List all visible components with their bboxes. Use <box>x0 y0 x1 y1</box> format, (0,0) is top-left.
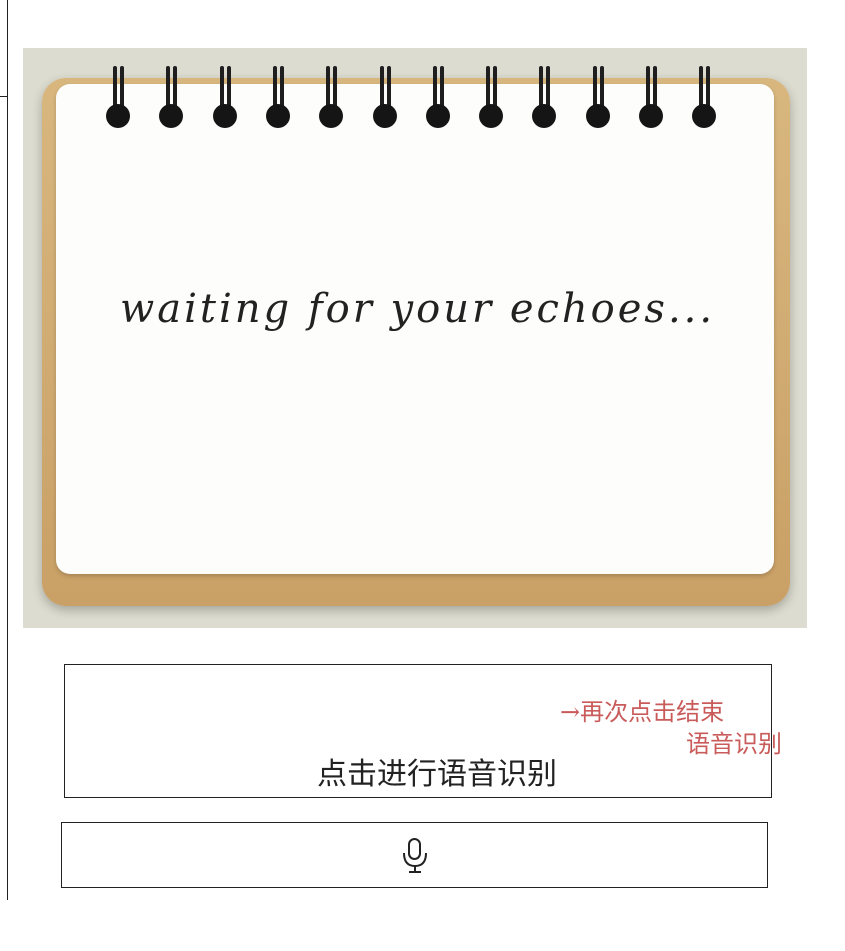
spiral-ring <box>637 66 665 146</box>
spiral-ring <box>317 66 345 146</box>
notebook-rings <box>104 66 724 146</box>
spiral-ring <box>157 66 185 146</box>
annotation-note: →再次点击结束 语音识别 <box>560 696 830 760</box>
echo-placeholder-text: waiting for your echoes... <box>120 286 716 332</box>
voice-recognition-button[interactable]: 点击进行语音识别 <box>64 664 772 798</box>
annotation-line-2: 语音识别 <box>686 730 782 758</box>
spiral-ring <box>424 66 452 146</box>
spiral-ring <box>371 66 399 146</box>
spiral-ring <box>211 66 239 146</box>
spiral-ring <box>584 66 612 146</box>
spiral-ring <box>530 66 558 146</box>
voice-recognition-label: 点击进行语音识别 <box>317 757 557 792</box>
microphone-icon <box>403 838 427 873</box>
left-border-line <box>7 0 8 900</box>
spiral-ring <box>264 66 292 146</box>
left-border-tick <box>0 96 8 97</box>
spiral-ring <box>690 66 718 146</box>
spiral-ring <box>477 66 505 146</box>
microphone-button[interactable] <box>61 822 768 888</box>
spiral-ring <box>104 66 132 146</box>
notebook-paper <box>56 84 774 574</box>
annotation-line-1: →再次点击结束 <box>560 698 725 726</box>
